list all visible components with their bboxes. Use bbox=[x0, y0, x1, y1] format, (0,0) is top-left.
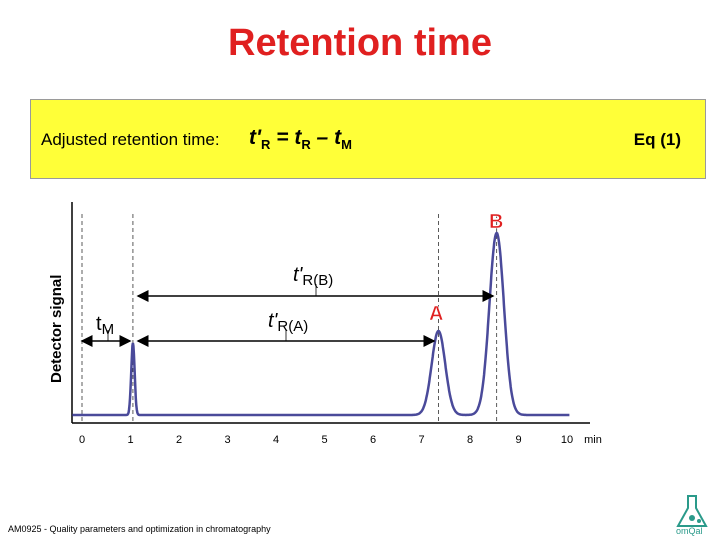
equation-number: Eq (1) bbox=[633, 130, 681, 149]
x-unit-label: min bbox=[584, 434, 602, 446]
equation-label: Adjusted retention time: bbox=[41, 130, 220, 149]
peak-a-label: A bbox=[429, 303, 443, 325]
peak-b-label: B bbox=[489, 211, 503, 233]
x-tick-label: 2 bbox=[176, 434, 182, 446]
equation-formula: t'R = tR – tM bbox=[249, 126, 352, 153]
x-tick-label: 4 bbox=[273, 434, 279, 446]
chromatogram-trace bbox=[72, 231, 570, 417]
x-tick-label: 1 bbox=[127, 434, 133, 446]
x-tick-label: 7 bbox=[418, 434, 424, 446]
x-tick-label: 3 bbox=[224, 434, 230, 446]
x-tick-label: 9 bbox=[515, 434, 521, 446]
x-tick-label: 8 bbox=[467, 434, 473, 446]
flask-logo-icon: omQal bbox=[676, 495, 708, 536]
x-tick-label: 10 bbox=[561, 434, 573, 446]
slide-title: Retention time bbox=[228, 22, 492, 64]
x-tick-label: 0 bbox=[79, 434, 85, 446]
equation-box: Adjusted retention time: t'R = tR – tM E… bbox=[30, 99, 706, 179]
x-tick-label: 6 bbox=[370, 434, 376, 446]
x-tick-label: 5 bbox=[321, 434, 327, 446]
tm-label: tM bbox=[96, 313, 114, 338]
tr-a-label: t'R(A) bbox=[268, 310, 308, 335]
svg-text:omQal: omQal bbox=[676, 526, 703, 536]
tr-b-label: t'R(B) bbox=[293, 264, 333, 289]
footer-text: AM0925 - Quality parameters and optimiza… bbox=[8, 524, 271, 534]
